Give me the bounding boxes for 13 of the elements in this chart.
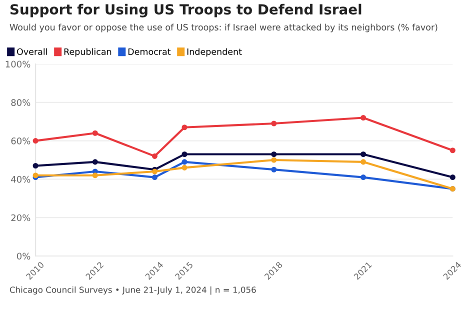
y-tick-label: 60%	[11, 138, 30, 144]
text: Chicago Council Surveys • June 21-July 1, 2024 | n = 1,056	[10, 286, 256, 295]
chart-title: Support for Using US Troops to Defend Israel	[10, 4, 362, 18]
chart-subtitle: Would you favor or oppose the use of US troops: if Israel were attacked by its neighbors (% favor)	[10, 24, 438, 32]
legend-label: Republican	[64, 48, 112, 57]
y-tick-label: 100%	[6, 60, 30, 68]
legend-label: Overall	[17, 48, 47, 55]
y-tick-label: 80%	[11, 99, 30, 106]
y-tick-label: 20%	[11, 214, 30, 222]
legend-label: Democrat	[128, 48, 171, 55]
legend-label: Independent	[187, 48, 242, 57]
y-tick-label: 40%	[11, 176, 30, 183]
y-tick-label: 0%	[16, 252, 30, 260]
